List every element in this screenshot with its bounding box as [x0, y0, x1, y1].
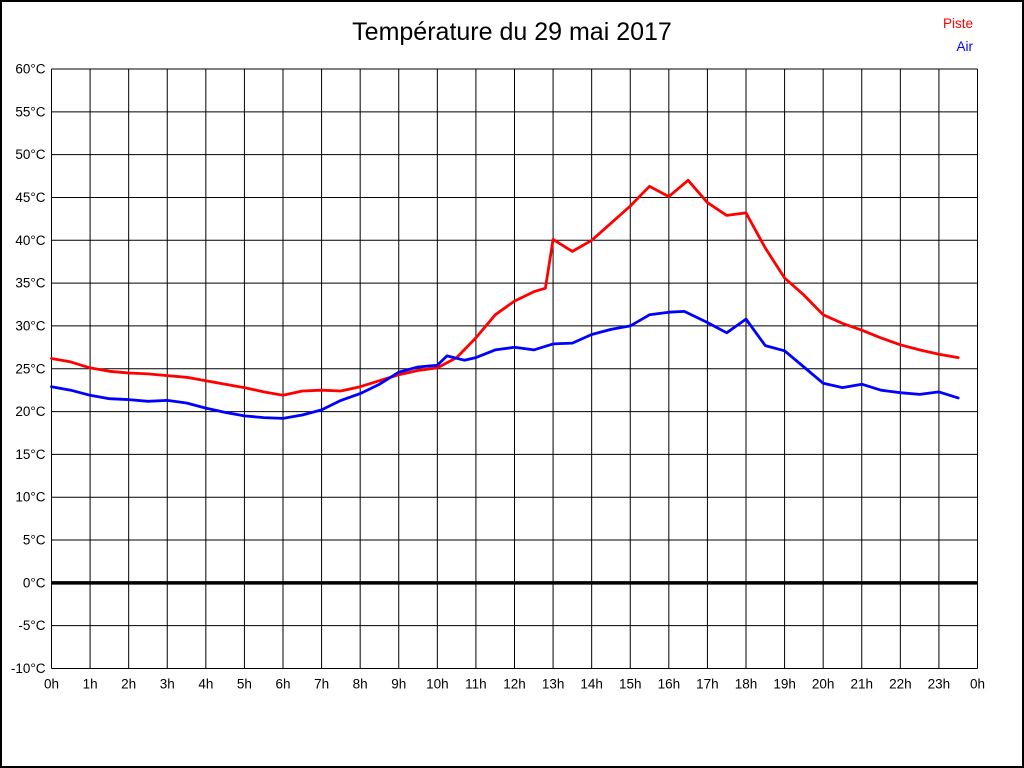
svg-text:14h: 14h — [580, 677, 603, 692]
svg-text:35°C: 35°C — [15, 276, 45, 291]
svg-text:-5°C: -5°C — [18, 618, 45, 633]
svg-text:15°C: 15°C — [15, 447, 45, 462]
x-axis-labels: 0h 1h 2h 3h 4h 5h 6h 7h 8h 9h 10h 11h 12h 13h 14h 15h 16… — [44, 677, 985, 692]
series-line-piste — [50, 178, 960, 397]
svg-text:21h: 21h — [850, 677, 873, 692]
svg-text:4h: 4h — [198, 677, 213, 692]
svg-text:40°C: 40°C — [15, 233, 45, 248]
y-axis-labels: 60°C 55°C 50°C 45°C 40°C 35°C 30°C 25°C 20°C 15°C… — [11, 62, 46, 677]
svg-text:60°C: 60°C — [15, 62, 45, 77]
svg-text:30°C: 30°C — [15, 318, 45, 333]
svg-text:-10°C: -10°C — [11, 661, 46, 676]
svg-text:17h: 17h — [696, 677, 719, 692]
svg-text:12h: 12h — [503, 677, 526, 692]
svg-text:19h: 19h — [773, 677, 796, 692]
svg-text:1h: 1h — [83, 677, 98, 692]
legend-item-air: Air — [956, 39, 974, 54]
svg-text:2h: 2h — [121, 677, 136, 692]
svg-text:6h: 6h — [275, 677, 290, 692]
svg-text:5h: 5h — [237, 677, 252, 692]
svg-text:45°C: 45°C — [15, 190, 45, 205]
svg-text:23h: 23h — [928, 677, 951, 692]
svg-text:16h: 16h — [658, 677, 681, 692]
svg-text:11h: 11h — [465, 677, 487, 692]
svg-text:10h: 10h — [426, 677, 449, 692]
chart-title: Température du 29 mai 2017 — [352, 18, 672, 46]
svg-text:20h: 20h — [812, 677, 835, 692]
svg-text:22h: 22h — [889, 677, 912, 692]
svg-text:0h: 0h — [970, 677, 985, 692]
svg-text:50°C: 50°C — [15, 147, 45, 162]
svg-text:15h: 15h — [619, 677, 642, 692]
chart-legend: Piste Air — [943, 12, 973, 58]
svg-text:0°C: 0°C — [23, 575, 46, 590]
svg-text:18h: 18h — [735, 677, 758, 692]
grid — [51, 68, 978, 669]
svg-text:9h: 9h — [391, 677, 406, 692]
svg-text:25°C: 25°C — [15, 361, 45, 376]
svg-text:10°C: 10°C — [15, 490, 45, 505]
svg-text:55°C: 55°C — [15, 104, 45, 119]
svg-text:5°C: 5°C — [23, 533, 46, 548]
legend-item-piste: Piste — [942, 16, 973, 31]
svg-text:3h: 3h — [160, 677, 175, 692]
series-line-air — [50, 309, 960, 420]
svg-text:7h: 7h — [314, 677, 329, 692]
svg-text:20°C: 20°C — [15, 404, 45, 419]
svg-text:0h: 0h — [44, 677, 59, 692]
svg-text:13h: 13h — [542, 677, 565, 692]
svg-text:8h: 8h — [353, 677, 368, 692]
